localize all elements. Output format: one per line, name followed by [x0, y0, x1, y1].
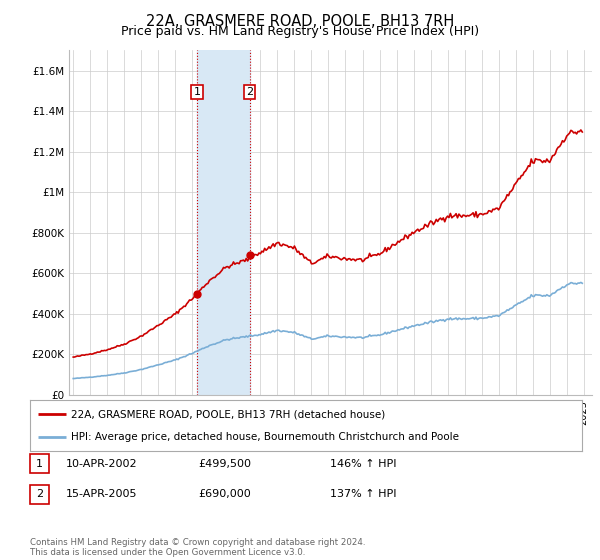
Text: 146% ↑ HPI: 146% ↑ HPI	[330, 459, 397, 469]
Text: 10-APR-2002: 10-APR-2002	[66, 459, 137, 469]
Text: £499,500: £499,500	[198, 459, 251, 469]
Text: 1: 1	[193, 87, 200, 97]
Bar	[197, 50, 250, 395]
Text: 1: 1	[36, 459, 43, 469]
Text: 22A, GRASMERE ROAD, POOLE, BH13 7RH (detached house): 22A, GRASMERE ROAD, POOLE, BH13 7RH (det…	[71, 409, 386, 419]
Text: £690,000: £690,000	[198, 489, 251, 500]
Text: 137% ↑ HPI: 137% ↑ HPI	[330, 489, 397, 500]
Text: Price paid vs. HM Land Registry's House Price Index (HPI): Price paid vs. HM Land Registry's House …	[121, 25, 479, 38]
Text: 2: 2	[36, 489, 43, 500]
Text: HPI: Average price, detached house, Bournemouth Christchurch and Poole: HPI: Average price, detached house, Bour…	[71, 432, 460, 442]
Text: 22A, GRASMERE ROAD, POOLE, BH13 7RH: 22A, GRASMERE ROAD, POOLE, BH13 7RH	[146, 14, 454, 29]
Text: 15-APR-2005: 15-APR-2005	[66, 489, 137, 500]
Text: 2: 2	[246, 87, 253, 97]
Text: Contains HM Land Registry data © Crown copyright and database right 2024.
This d: Contains HM Land Registry data © Crown c…	[30, 538, 365, 557]
